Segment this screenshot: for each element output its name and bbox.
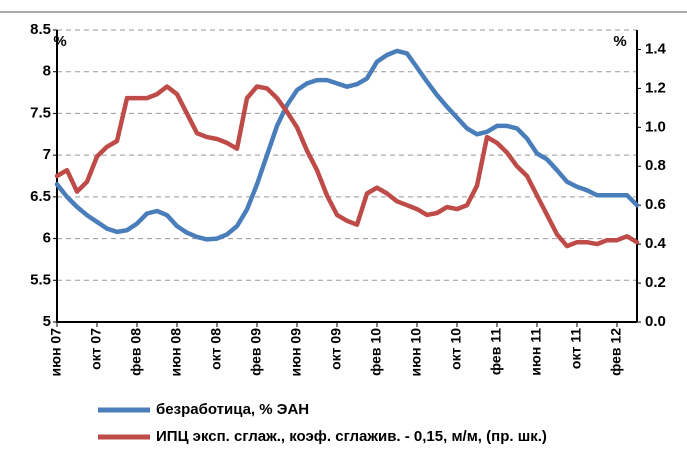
y-tick-label: 7 bbox=[43, 146, 51, 163]
y-tick-label: 6.5 bbox=[30, 188, 51, 205]
y2-tick-label: 0.4 bbox=[645, 235, 667, 252]
y2-tick-label: 0.2 bbox=[645, 274, 666, 291]
y2-tick-label: 0.6 bbox=[645, 196, 666, 213]
series-line bbox=[54, 84, 640, 249]
legend-label: безработица, % ЭАН bbox=[156, 401, 309, 418]
y-axis-label: % bbox=[53, 33, 66, 50]
x-tick-label: фев 10 bbox=[368, 328, 384, 376]
x-tick-label: июн 11 bbox=[528, 328, 544, 376]
y-tick-label: 8 bbox=[43, 63, 51, 80]
x-tick-label: фев 08 bbox=[128, 328, 144, 376]
x-tick-label: июн 09 bbox=[288, 328, 304, 377]
y2-tick-label: 0.0 bbox=[645, 313, 666, 330]
y-tick-label: 6 bbox=[43, 230, 51, 247]
y2-tick-label: 1.2 bbox=[645, 79, 666, 96]
y2-tick-label: 1.4 bbox=[645, 40, 667, 57]
y2-tick-label: 0.8 bbox=[645, 157, 666, 174]
y-tick-label: 5 bbox=[43, 313, 51, 330]
x-tick-label: фев 11 bbox=[488, 328, 504, 375]
x-tick-label: окт 07 bbox=[88, 328, 104, 370]
x-tick-label: июн 08 bbox=[168, 328, 184, 377]
x-tick-label: фев 09 bbox=[248, 328, 264, 376]
x-tick-label: июн 10 bbox=[408, 328, 424, 377]
legend-label: ИПЦ эксп. сглаж., коэф. сглажив. - 0,15,… bbox=[156, 428, 547, 445]
y2-axis-label: % bbox=[613, 33, 626, 50]
y-tick-label: 7.5 bbox=[30, 104, 51, 121]
y2-tick-label: 1.0 bbox=[645, 118, 666, 135]
y-tick-label: 5.5 bbox=[30, 271, 51, 288]
x-tick-label: окт 10 bbox=[448, 328, 464, 370]
y-tick-label: 8.5 bbox=[30, 21, 51, 38]
x-tick-label: окт 11 bbox=[568, 328, 584, 369]
series-line bbox=[54, 48, 640, 242]
x-tick-label: окт 09 bbox=[328, 328, 344, 370]
x-tick-label: фев 12 bbox=[608, 328, 624, 376]
x-tick-label: июн 07 bbox=[48, 328, 64, 377]
x-tick-label: окт 08 bbox=[208, 328, 224, 370]
